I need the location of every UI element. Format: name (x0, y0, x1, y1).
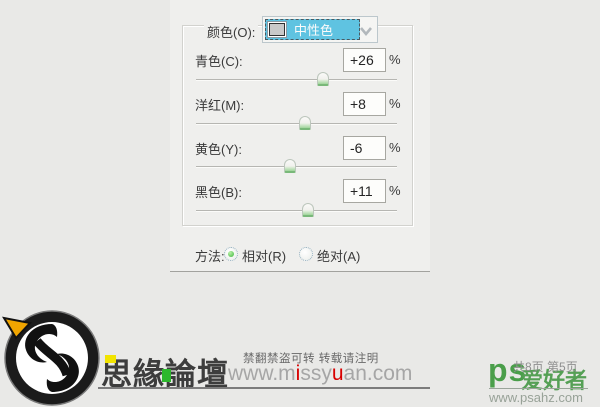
color-dropdown-label: 颜色(O): (204, 22, 259, 41)
color-swatch-fill (269, 23, 285, 36)
missyuan-logo-icon (2, 310, 100, 406)
slider-label-black: 黑色(B): (195, 185, 242, 200)
value-input-yellow[interactable]: -6 (343, 136, 386, 160)
logo-yellow-square (105, 355, 116, 363)
value-input-magenta[interactable]: +8 (343, 92, 386, 116)
selective-color-dialog (170, 0, 430, 272)
value-text: +26 (350, 52, 374, 68)
url-part: an.com (343, 362, 413, 385)
value-text: +8 (350, 96, 366, 112)
psahz-logo-text: ps (488, 352, 528, 388)
slider-track-black[interactable] (196, 210, 397, 212)
radio-relative-label[interactable]: 相对(R) (242, 249, 287, 264)
url-part: www.m (228, 362, 296, 385)
page-indicator: 共8页 第5页 (513, 360, 578, 374)
missyuan-notice: 禁翻禁盗可转 转载请注明 (243, 353, 379, 365)
radio-dot-icon (228, 251, 234, 257)
logo-green-square (162, 369, 171, 382)
slider-thumb-yellow[interactable] (284, 159, 297, 173)
radio-absolute-label[interactable]: 绝对(A) (317, 249, 361, 264)
percent-sign: % (389, 96, 401, 111)
psahz-divider (489, 388, 588, 389)
slider-track-yellow[interactable] (196, 166, 397, 168)
color-swatch (267, 21, 287, 38)
slider-label-yellow: 黄色(Y): (195, 142, 242, 157)
chevron-down-icon[interactable] (359, 24, 373, 37)
value-input-cyan[interactable]: +26 (343, 48, 386, 72)
value-input-black[interactable]: +11 (343, 179, 386, 203)
value-text: +11 (350, 183, 373, 199)
color-select-value: 中性色 (294, 23, 334, 38)
url-part: ssy (300, 362, 332, 385)
percent-sign: % (389, 52, 401, 67)
method-label: 方法: (195, 249, 225, 264)
url-part-red: i (295, 362, 301, 385)
slider-label-magenta: 洋红(M): (195, 98, 245, 113)
percent-sign: % (389, 183, 401, 198)
missyuan-url: www.missyuan.com (228, 362, 412, 386)
radio-absolute[interactable] (299, 247, 313, 261)
percent-sign: % (389, 140, 401, 155)
slider-label-cyan: 青色(C): (195, 54, 243, 69)
url-part-red: u (331, 362, 344, 385)
slider-thumb-cyan[interactable] (316, 72, 329, 86)
watermark-divider (98, 387, 430, 389)
slider-thumb-magenta[interactable] (298, 116, 311, 130)
radio-relative[interactable] (224, 247, 238, 261)
slider-track-cyan[interactable] (196, 79, 397, 81)
value-text: -6 (350, 140, 363, 156)
slider-thumb-black[interactable] (301, 203, 314, 217)
color-select[interactable]: 中性色 (262, 16, 378, 43)
psahz-url: www.psahz.com (489, 390, 583, 405)
slider-track-magenta[interactable] (196, 123, 397, 125)
color-select-selection[interactable]: 中性色 (265, 19, 360, 40)
